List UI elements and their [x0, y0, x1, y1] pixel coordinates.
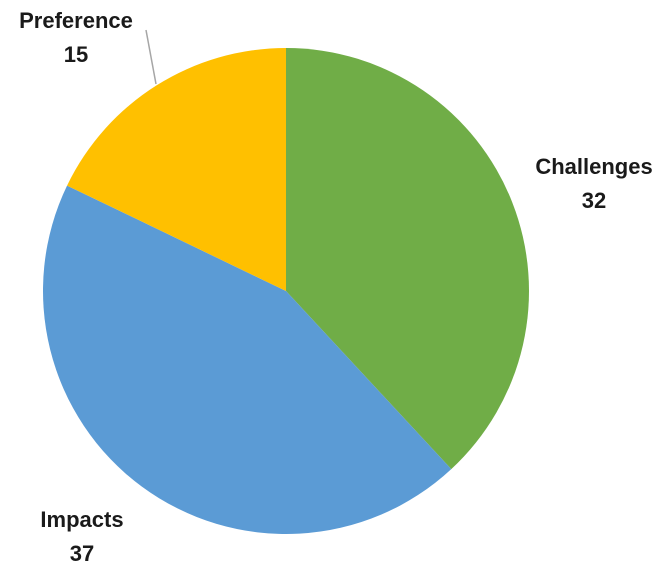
pie-slices — [43, 48, 529, 534]
pie-slice-impacts — [43, 185, 452, 534]
data-label-value-challenges: 32 — [582, 188, 606, 213]
pie-data-labels: Challenges 32 Impacts 37 Preference 15 — [19, 8, 653, 562]
data-label-value-impacts: 37 — [70, 541, 94, 562]
data-label-name-preference: Preference — [19, 8, 133, 33]
pie-slice-challenges — [286, 48, 529, 470]
pie-slice-preference — [67, 48, 286, 291]
data-label-value-preference: 15 — [64, 42, 88, 67]
leader-line-preference — [145, 29, 157, 85]
data-label-name-challenges: Challenges — [535, 154, 652, 179]
data-label-name-impacts: Impacts — [40, 507, 123, 532]
